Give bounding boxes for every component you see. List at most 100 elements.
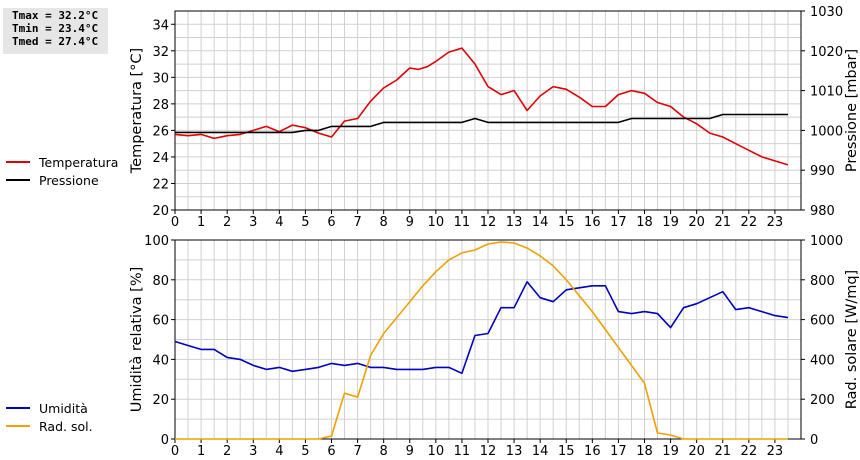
y-left-tick-label: 100 <box>144 234 169 249</box>
y-right-tick-label: 200 <box>810 393 835 408</box>
legend-item-temperatura: Temperatura <box>6 153 118 171</box>
legend-top: Temperatura Pressione <box>6 153 118 189</box>
x-tick-label: 4 <box>275 215 283 230</box>
x-tick-label: 3 <box>249 444 257 459</box>
x-tick-label: 16 <box>584 444 601 459</box>
x-tick-label: 11 <box>454 444 471 459</box>
chart-2: 0 1 2 3 4 5 6 7 8 9 10 11 12 13 14 15 16 17 18 19 20 21 22 2302… <box>129 234 860 459</box>
x-tick-label: 12 <box>480 444 497 459</box>
x-tick-label: 18 <box>636 444 653 459</box>
x-tick-label: 11 <box>454 215 471 230</box>
x-tick-label: 2 <box>223 444 231 459</box>
legend-swatch-umidita <box>6 407 30 409</box>
series-line-temperatura <box>174 47 789 166</box>
chart-1: 0 1 2 3 4 5 6 7 8 9 10 11 12 13 14 15 16 17 18 19 20 21 22 2320… <box>129 5 860 230</box>
y-left-tick-label: 32 <box>152 45 169 60</box>
x-tick-label: 10 <box>428 215 445 230</box>
x-tick-label: 20 <box>688 215 705 230</box>
x-tick-label: 17 <box>610 215 627 230</box>
legend-label-pressione: Pressione <box>39 172 99 188</box>
x-tick-label: 1 <box>197 444 205 459</box>
y-right-tick-label: 0 <box>810 433 818 448</box>
y-right-tick-label: 1000 <box>810 234 843 249</box>
x-tick-label: 16 <box>584 215 601 230</box>
x-tick-label: 13 <box>506 444 523 459</box>
y-right-tick-label: 1030 <box>810 5 843 20</box>
y-left-tick-label: 0 <box>161 433 169 448</box>
x-tick-label: 19 <box>662 215 679 230</box>
series-line-umidit <box>174 280 789 375</box>
x-tick-label: 1 <box>197 215 205 230</box>
legend-bottom: Umidità Rad. sol. <box>6 399 93 435</box>
y-right-tick-label: 1020 <box>810 45 843 60</box>
tmin-text: Tmin = 23.4°C <box>12 22 99 35</box>
legend-label-umidita: Umidità <box>39 400 88 416</box>
x-tick-label: 3 <box>249 215 257 230</box>
y-left-tick-label: 80 <box>152 274 169 289</box>
y-right-tick-label: 980 <box>810 204 835 219</box>
y-right-tick-label: 990 <box>810 164 835 179</box>
x-tick-label: 19 <box>662 444 679 459</box>
y-right-tick-label: 600 <box>810 314 835 329</box>
x-tick-label: 0 <box>171 215 179 230</box>
y-left-tick-label: 40 <box>152 353 169 368</box>
series-line-pressione <box>175 113 788 134</box>
y-left-tick-label: 22 <box>152 177 169 192</box>
x-tick-label: 12 <box>480 215 497 230</box>
x-tick-label: 22 <box>741 215 758 230</box>
y-right-tick-label: 1010 <box>810 85 843 100</box>
x-tick-label: 8 <box>380 215 388 230</box>
x-tick-label: 18 <box>636 215 653 230</box>
legend-swatch-radiazione <box>6 425 30 427</box>
stats-box: Tmax = 32.2°C Tmin = 23.4°C Tmed = 27.4°… <box>3 8 108 54</box>
x-tick-label: 10 <box>428 444 445 459</box>
y-left-tick-label: 24 <box>152 151 169 166</box>
x-tick-label: 14 <box>532 215 549 230</box>
y-right-axis-label: Rad. solare [W/mq] <box>844 270 860 409</box>
legend-item-pressione: Pressione <box>6 171 118 189</box>
legend-item-radiazione: Rad. sol. <box>6 417 93 435</box>
y-left-tick-label: 20 <box>152 204 169 219</box>
legend-item-umidita: Umidità <box>6 399 93 417</box>
y-left-tick-label: 34 <box>152 18 169 33</box>
x-tick-label: 2 <box>223 215 231 230</box>
x-tick-label: 20 <box>688 444 705 459</box>
x-tick-label: 0 <box>171 444 179 459</box>
x-tick-label: 8 <box>380 444 388 459</box>
y-left-tick-label: 26 <box>152 124 169 139</box>
x-tick-label: 21 <box>714 215 731 230</box>
x-tick-label: 4 <box>275 444 283 459</box>
x-tick-label: 14 <box>532 444 549 459</box>
x-tick-label: 6 <box>327 215 335 230</box>
y-right-tick-label: 1000 <box>810 124 843 139</box>
legend-label-temperatura: Temperatura <box>39 154 119 170</box>
x-tick-label: 7 <box>353 444 361 459</box>
x-tick-label: 7 <box>353 215 361 230</box>
y-right-tick-label: 800 <box>810 274 835 289</box>
x-tick-label: 17 <box>610 444 627 459</box>
x-tick-label: 15 <box>558 444 575 459</box>
x-tick-label: 13 <box>506 215 523 230</box>
tmed-text: Tmed = 27.4°C <box>12 35 99 48</box>
x-tick-label: 5 <box>301 215 309 230</box>
legend-swatch-pressione <box>6 179 30 181</box>
x-tick-label: 9 <box>406 444 414 459</box>
y-left-axis-label: Temperatura [°C] <box>129 48 145 174</box>
x-tick-label: 5 <box>301 444 309 459</box>
legend-swatch-temperatura <box>6 161 30 163</box>
y-left-tick-label: 60 <box>152 314 169 329</box>
y-left-axis-label: Umidità relativa [%] <box>129 267 145 413</box>
y-left-tick-label: 28 <box>152 98 169 113</box>
y-left-tick-label: 20 <box>152 393 169 408</box>
series-line-rad-sol <box>175 241 788 440</box>
x-tick-label: 21 <box>714 444 731 459</box>
legend-label-radiazione: Rad. sol. <box>39 418 93 434</box>
x-tick-label: 9 <box>406 215 414 230</box>
tmax-text: Tmax = 32.2°C <box>12 9 99 22</box>
x-tick-label: 23 <box>767 444 784 459</box>
y-right-tick-label: 400 <box>810 353 835 368</box>
x-tick-label: 22 <box>741 444 758 459</box>
x-tick-label: 23 <box>767 215 784 230</box>
y-left-tick-label: 30 <box>152 71 169 86</box>
